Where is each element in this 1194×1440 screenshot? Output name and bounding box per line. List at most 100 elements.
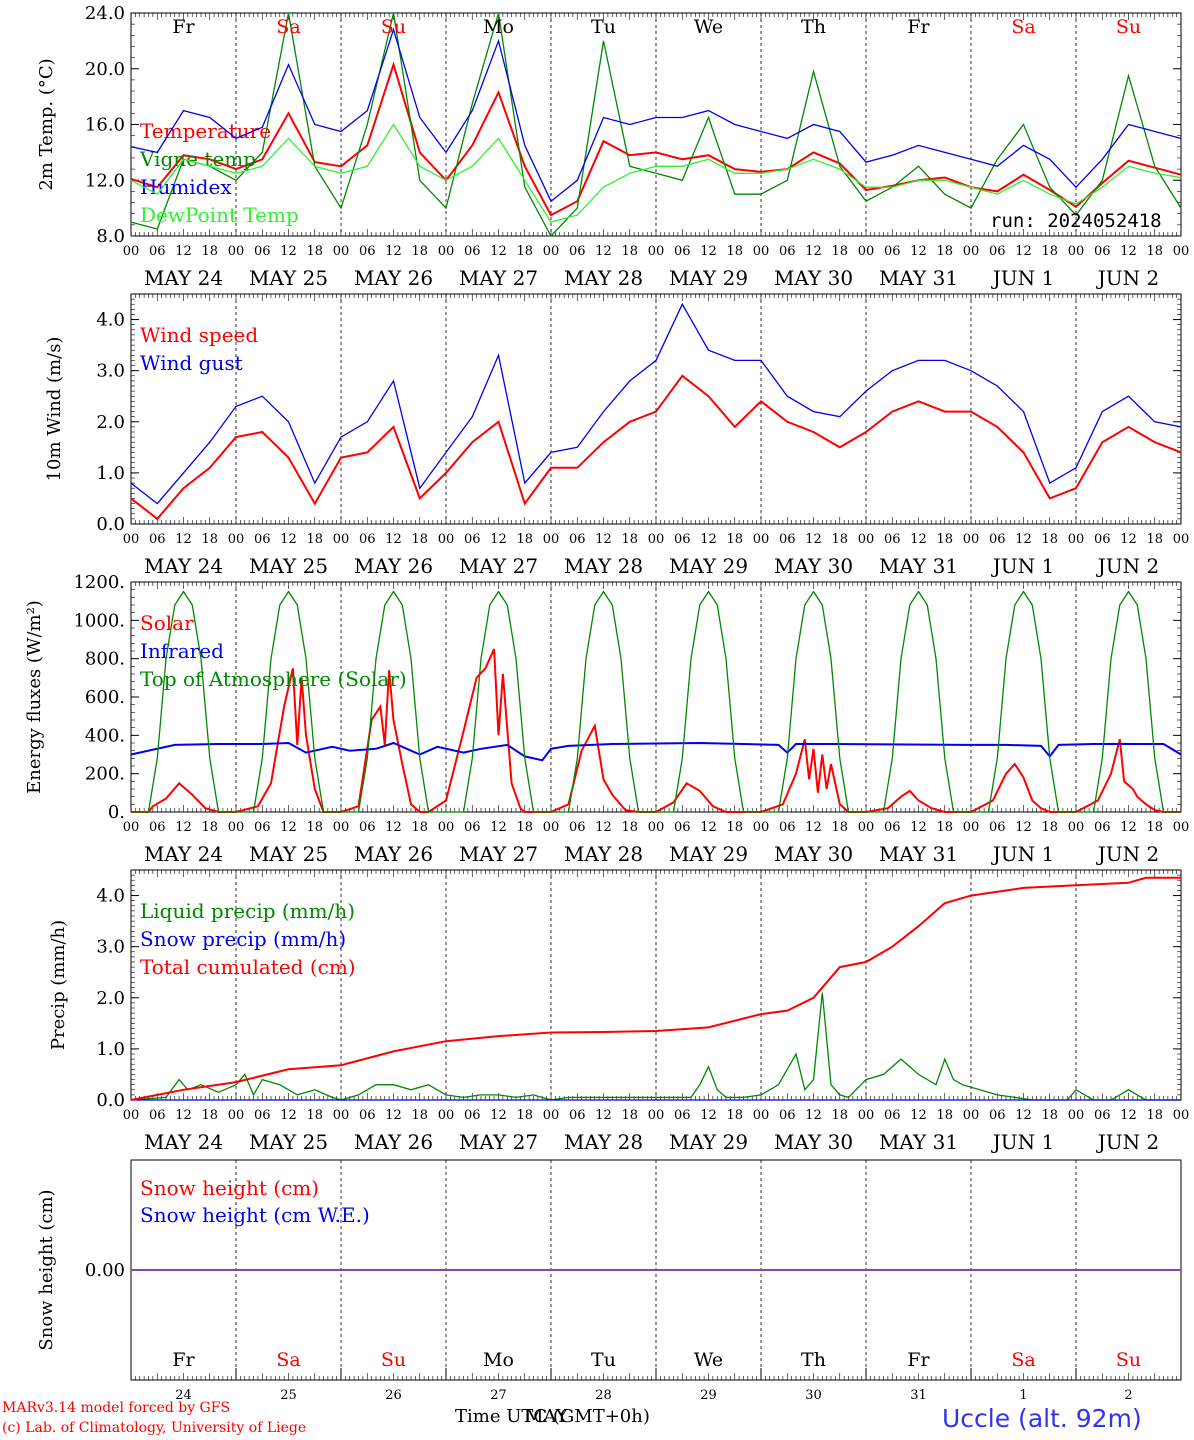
legend-entry: Vigne temp — [139, 147, 256, 171]
day-label: MAY 25 — [249, 1130, 328, 1154]
day-label: MAY 24 — [144, 842, 223, 866]
y-tick-label: 2.0 — [96, 412, 125, 433]
hour-tick-label: 00 — [543, 1108, 560, 1123]
hour-tick-label: 06 — [464, 1108, 481, 1123]
hour-tick-label: 12 — [910, 820, 927, 835]
hour-tick-label: 00 — [1173, 532, 1190, 547]
hour-tick-label: 18 — [306, 244, 323, 259]
time-axis-title: Time UTC (GMT+0h) — [455, 1406, 650, 1427]
series-line-liquid-precip-mm-h- — [130, 992, 1181, 1101]
hour-tick-label: 06 — [1094, 1108, 1111, 1123]
hour-tick-label: 00 — [1068, 532, 1085, 547]
series-line-wind-speed — [130, 374, 1182, 521]
hour-tick-label: 00 — [438, 244, 455, 259]
day-label: JUN 2 — [1096, 1130, 1159, 1154]
hour-tick-label: 06 — [779, 1108, 796, 1123]
day-label: MAY 30 — [774, 266, 853, 290]
hour-tick-label: 00 — [963, 532, 980, 547]
hour-tick-label: 00 — [333, 1108, 350, 1123]
panel-3: 0. 200. 400. 600. 800. 1000. 1200. Energy fluxe… — [24, 572, 1189, 866]
day-number-label: 27 — [490, 1388, 507, 1403]
hour-tick-label: 06 — [1094, 244, 1111, 259]
hour-tick-label: 12 — [385, 244, 402, 259]
legend-entry: Liquid precip (mm/h) — [140, 899, 355, 923]
day-label: MAY 29 — [669, 1130, 748, 1154]
hour-tick-label: 06 — [359, 532, 376, 547]
hour-tick-label: 06 — [359, 244, 376, 259]
hour-tick-label: 06 — [569, 244, 586, 259]
hour-tick-label: 12 — [175, 532, 192, 547]
day-label: JUN 2 — [1096, 554, 1159, 578]
hour-tick-label: 12 — [1120, 532, 1137, 547]
hour-tick-label: 06 — [1094, 532, 1111, 547]
hour-tick-label: 18 — [1146, 532, 1163, 547]
weekday-label: Th — [801, 16, 826, 38]
hour-tick-label: 18 — [201, 244, 218, 259]
weekday-label: Sa — [1011, 1349, 1035, 1371]
legend-entry: Humidex — [140, 175, 232, 199]
hour-tick-label: 18 — [726, 532, 743, 547]
y-tick-label: 4.0 — [96, 886, 125, 907]
series-line-temperature — [130, 61, 1182, 217]
hour-tick-label: 12 — [700, 1108, 717, 1123]
y-axis-label: Precip (mm/h) — [48, 920, 69, 1050]
hour-tick-label: 06 — [884, 244, 901, 259]
hour-tick-label: 12 — [595, 1108, 612, 1123]
hour-tick-label: 18 — [516, 1108, 533, 1123]
hour-tick-label: 06 — [989, 244, 1006, 259]
day-label: MAY 31 — [879, 1130, 958, 1154]
day-number-label: 25 — [280, 1388, 297, 1403]
hour-tick-label: 06 — [779, 532, 796, 547]
hour-tick-label: 00 — [228, 532, 245, 547]
hour-tick-label: 00 — [1068, 244, 1085, 259]
weekday-label: Tu — [591, 16, 616, 38]
y-tick-label: 800. — [85, 649, 125, 670]
hour-tick-label: 00 — [543, 244, 560, 259]
hour-tick-label: 18 — [621, 532, 638, 547]
day-number-label: 28 — [595, 1388, 612, 1403]
day-label: MAY 27 — [459, 1130, 538, 1154]
hour-tick-label: 18 — [411, 820, 428, 835]
hour-tick-label: 06 — [674, 244, 691, 259]
weekday-label: Fr — [172, 1349, 195, 1371]
hour-tick-label: 12 — [910, 244, 927, 259]
day-label: MAY 25 — [249, 554, 328, 578]
hour-tick-label: 18 — [726, 244, 743, 259]
y-tick-label: 1000. — [73, 610, 125, 631]
hour-tick-label: 06 — [884, 532, 901, 547]
hour-tick-label: 12 — [1015, 244, 1032, 259]
hour-tick-label: 12 — [1015, 532, 1032, 547]
weekday-label: Su — [381, 1349, 406, 1371]
day-label: MAY 31 — [879, 842, 958, 866]
hour-tick-label: 06 — [464, 820, 481, 835]
hour-tick-label: 00 — [963, 1108, 980, 1123]
day-label: MAY 26 — [354, 842, 433, 866]
series-line-vigne-temp — [130, 12, 1182, 238]
hour-tick-label: 18 — [621, 244, 638, 259]
panel-4: 0.0 1.0 2.0 3.0 4.0 Precip (mm/h) Liquid preci… — [48, 869, 1189, 1154]
day-number-label: 31 — [910, 1388, 927, 1403]
hour-tick-label: 18 — [936, 820, 953, 835]
hour-tick-label: 06 — [989, 1108, 1006, 1123]
hour-tick-label: 12 — [1120, 820, 1137, 835]
hour-tick-label: 18 — [831, 244, 848, 259]
hour-tick-label: 06 — [149, 1108, 166, 1123]
hour-tick-label: 18 — [1146, 1108, 1163, 1123]
month-label: MAY — [525, 1406, 568, 1427]
hour-tick-label: 00 — [438, 1108, 455, 1123]
day-number-label: 30 — [805, 1388, 822, 1403]
day-number-label: 1 — [1019, 1388, 1027, 1403]
weekday-label: Mo — [483, 16, 514, 38]
hour-tick-label: 00 — [543, 820, 560, 835]
hour-tick-label: 18 — [306, 532, 323, 547]
weekday-label: Sa — [276, 1349, 300, 1371]
hour-tick-label: 18 — [201, 820, 218, 835]
hour-tick-label: 18 — [831, 532, 848, 547]
weekday-label: Su — [1116, 1349, 1141, 1371]
hour-tick-label: 00 — [123, 820, 140, 835]
y-tick-label: 4.0 — [96, 310, 125, 331]
y-tick-label: 24.0 — [85, 3, 125, 24]
hour-tick-label: 06 — [254, 1108, 271, 1123]
day-label: MAY 28 — [564, 842, 643, 866]
